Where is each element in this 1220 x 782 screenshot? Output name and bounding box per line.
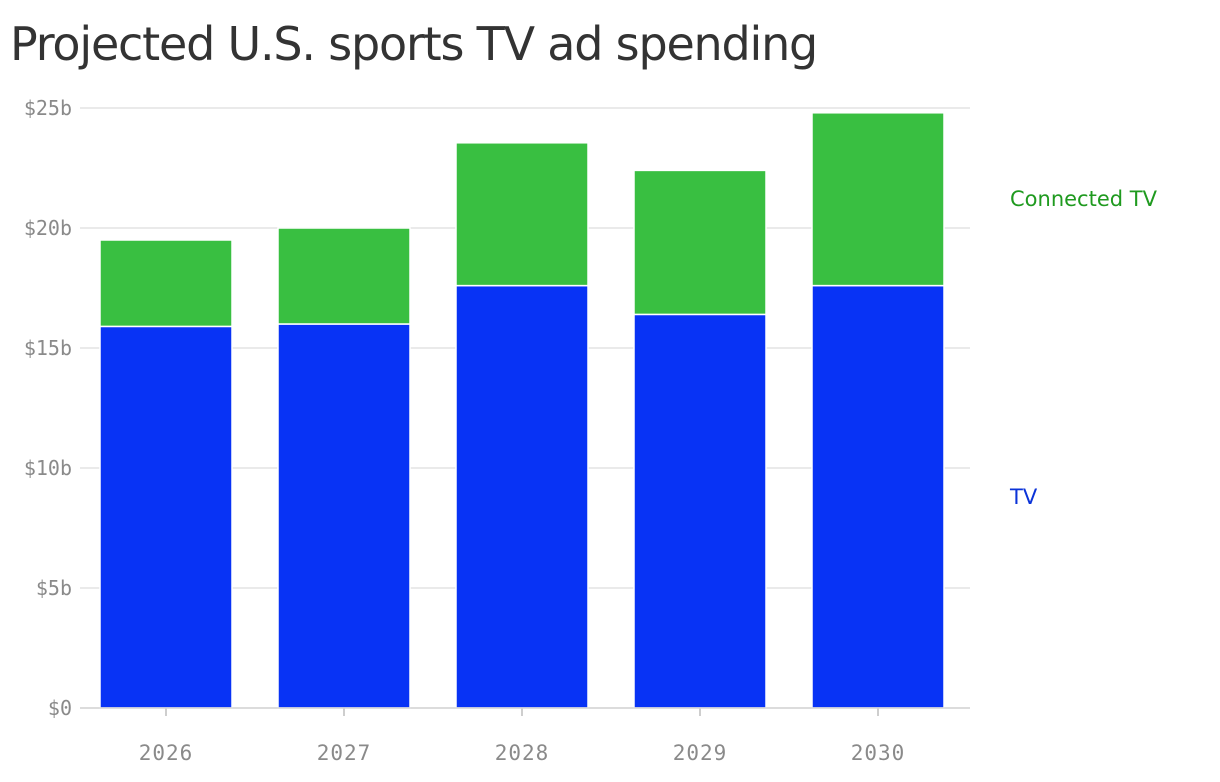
y-tick-label: $20b <box>24 216 72 240</box>
bar-segment-tv <box>633 313 767 709</box>
x-tick-label: 2027 <box>317 741 372 765</box>
bar-segment-tv <box>811 284 945 709</box>
bar-segment-connected-tv <box>811 112 945 287</box>
legend-label-tv: TV <box>1009 485 1038 509</box>
bars <box>99 112 945 709</box>
chart-title: Projected U.S. sports TV ad spending <box>10 17 818 71</box>
legend-label-connected-tv: Connected TV <box>1010 187 1158 211</box>
bar-segment-connected-tv <box>633 169 767 316</box>
y-tick-label: $15b <box>24 336 72 360</box>
bar-segment-connected-tv <box>277 227 411 325</box>
y-tick-label: $25b <box>24 96 72 120</box>
bar-segment-tv <box>99 325 233 709</box>
bar-segment-connected-tv <box>455 142 589 287</box>
axes: $0 $5b $10b $15b $20b $25b 2026 2027 2028 2029 203… <box>24 96 970 765</box>
bar-segment-tv <box>277 323 411 709</box>
y-tick-label: $0 <box>48 696 72 720</box>
x-tick-label: 2026 <box>139 741 194 765</box>
bar-segment-connected-tv <box>99 239 233 328</box>
y-tick-label: $5b <box>36 576 72 600</box>
x-tick-label: 2029 <box>673 741 728 765</box>
bar-segment-tv <box>455 284 589 709</box>
x-tick-label: 2030 <box>851 741 906 765</box>
y-tick-label: $10b <box>24 456 72 480</box>
legend: TV Connected TV <box>1009 187 1158 509</box>
x-tick-label: 2028 <box>495 741 550 765</box>
